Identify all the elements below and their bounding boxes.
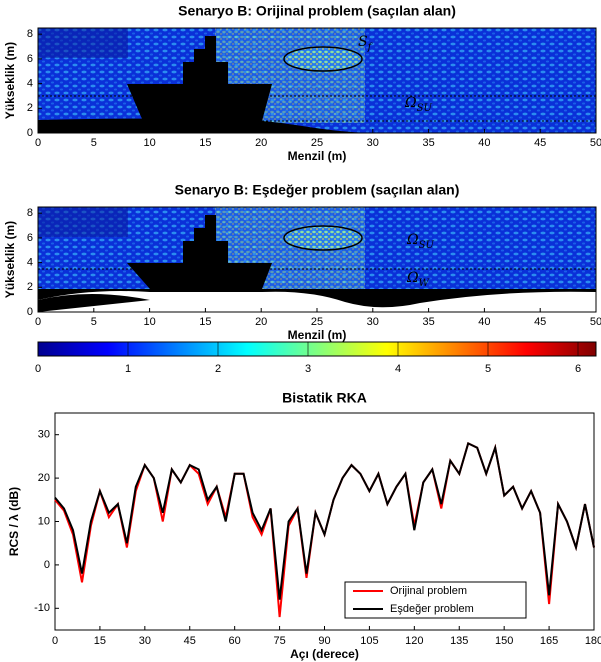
y-tick-label: 2 bbox=[27, 281, 33, 293]
chart-title: Bistatik RKA bbox=[282, 390, 367, 406]
x-tick-label: 15 bbox=[199, 137, 211, 149]
y-tick-label: 8 bbox=[27, 207, 33, 219]
x-tick-label: 40 bbox=[478, 316, 490, 328]
annotation-symbol: Ω bbox=[406, 232, 419, 248]
annotation-subscript: SU bbox=[419, 240, 435, 251]
x-tick-label: 75 bbox=[273, 635, 285, 647]
x-tick-label: 0 bbox=[35, 316, 41, 328]
x-tick-label: 10 bbox=[143, 137, 155, 149]
y-tick-label: -10 bbox=[34, 602, 50, 614]
x-tick-label: 5 bbox=[91, 137, 97, 149]
y-tick-label: 0 bbox=[27, 127, 33, 139]
x-tick-label: 105 bbox=[360, 635, 378, 647]
x-tick-label: 30 bbox=[367, 316, 379, 328]
x-tick-label: 120 bbox=[405, 635, 423, 647]
colorbar-tick-label: 5 bbox=[485, 363, 491, 375]
plot-frame bbox=[37, 27, 597, 134]
colorbar-tick-label: 1 bbox=[125, 363, 131, 375]
legend-box bbox=[344, 581, 527, 619]
legend-label: Eşdeğer problem bbox=[390, 603, 474, 615]
y-tick-label: 8 bbox=[27, 28, 33, 40]
x-tick-label: 45 bbox=[184, 635, 196, 647]
x-tick-label: 15 bbox=[199, 316, 211, 328]
x-tick-label: 25 bbox=[311, 316, 323, 328]
y-tick-label: 0 bbox=[44, 559, 50, 571]
x-tick-label: 10 bbox=[143, 316, 155, 328]
field-image bbox=[38, 28, 596, 133]
y-tick-label: 4 bbox=[27, 256, 33, 268]
y-axis-label: Yükseklik (m) bbox=[3, 221, 17, 298]
y-axis-label: RCS / λ (dB) bbox=[7, 487, 21, 556]
chart-title: Senaryo B: Orijinal problem (saçılan ala… bbox=[178, 3, 456, 19]
x-tick-label: 60 bbox=[229, 635, 241, 647]
annotation-symbol: Ω bbox=[406, 270, 419, 286]
annotation: ΩSU bbox=[406, 232, 434, 251]
chart-title: Senaryo B: Eşdeğer problem (saçılan alan… bbox=[175, 182, 460, 198]
x-tick-label: 20 bbox=[255, 137, 267, 149]
x-tick-label: 90 bbox=[318, 635, 330, 647]
annotation-subscript: SU bbox=[417, 103, 433, 114]
x-tick-label: 30 bbox=[367, 137, 379, 149]
x-axis-label: Menzil (m) bbox=[288, 328, 347, 342]
colorbar-tick-label: 4 bbox=[395, 363, 401, 375]
annotation: ΩW bbox=[406, 270, 430, 289]
x-tick-label: 15 bbox=[94, 635, 106, 647]
x-tick-label: 35 bbox=[422, 137, 434, 149]
x-tick-label: 0 bbox=[35, 137, 41, 149]
y-tick-label: 6 bbox=[27, 232, 33, 244]
colorbar bbox=[37, 341, 597, 357]
plot-frame bbox=[37, 206, 597, 313]
y-tick-label: 4 bbox=[27, 77, 33, 89]
x-tick-label: 50 bbox=[590, 137, 601, 149]
series-line bbox=[54, 441, 595, 600]
plot-frame bbox=[54, 412, 595, 631]
annotation-subscript: f bbox=[367, 42, 374, 53]
x-tick-label: 0 bbox=[52, 635, 58, 647]
x-tick-label: 150 bbox=[495, 635, 513, 647]
x-tick-label: 20 bbox=[255, 316, 267, 328]
x-tick-label: 40 bbox=[478, 137, 490, 149]
x-axis-label: Açı (derece) bbox=[290, 647, 359, 661]
x-axis-label: Menzil (m) bbox=[288, 149, 347, 163]
annotation-symbol: S bbox=[358, 34, 368, 50]
legend-label: Orijinal problem bbox=[390, 585, 467, 597]
annotation: ΩSU bbox=[404, 95, 432, 114]
annotation-symbol: Ω bbox=[404, 95, 417, 111]
colorbar-tick-label: 6 bbox=[575, 363, 581, 375]
y-tick-label: 6 bbox=[27, 53, 33, 65]
y-tick-label: 2 bbox=[27, 102, 33, 114]
colorbar-tick-label: 2 bbox=[215, 363, 221, 375]
y-axis-label: Yükseklik (m) bbox=[3, 42, 17, 119]
x-tick-label: 50 bbox=[590, 316, 601, 328]
y-tick-label: 20 bbox=[38, 472, 50, 484]
field-image bbox=[38, 207, 596, 312]
y-tick-label: 0 bbox=[27, 306, 33, 318]
y-tick-label: 10 bbox=[38, 515, 50, 527]
x-tick-label: 135 bbox=[450, 635, 468, 647]
x-tick-label: 180 bbox=[585, 635, 601, 647]
x-tick-label: 45 bbox=[534, 137, 546, 149]
x-tick-label: 45 bbox=[534, 316, 546, 328]
x-tick-label: 35 bbox=[422, 316, 434, 328]
x-tick-label: 165 bbox=[540, 635, 558, 647]
x-tick-label: 5 bbox=[91, 316, 97, 328]
x-tick-label: 30 bbox=[139, 635, 151, 647]
colorbar-tick-label: 0 bbox=[35, 363, 41, 375]
x-tick-label: 25 bbox=[311, 137, 323, 149]
y-tick-label: 30 bbox=[38, 429, 50, 441]
annotation-subscript: W bbox=[419, 278, 430, 289]
colorbar-tick-label: 3 bbox=[305, 363, 311, 375]
annotation: Sf bbox=[358, 34, 374, 53]
